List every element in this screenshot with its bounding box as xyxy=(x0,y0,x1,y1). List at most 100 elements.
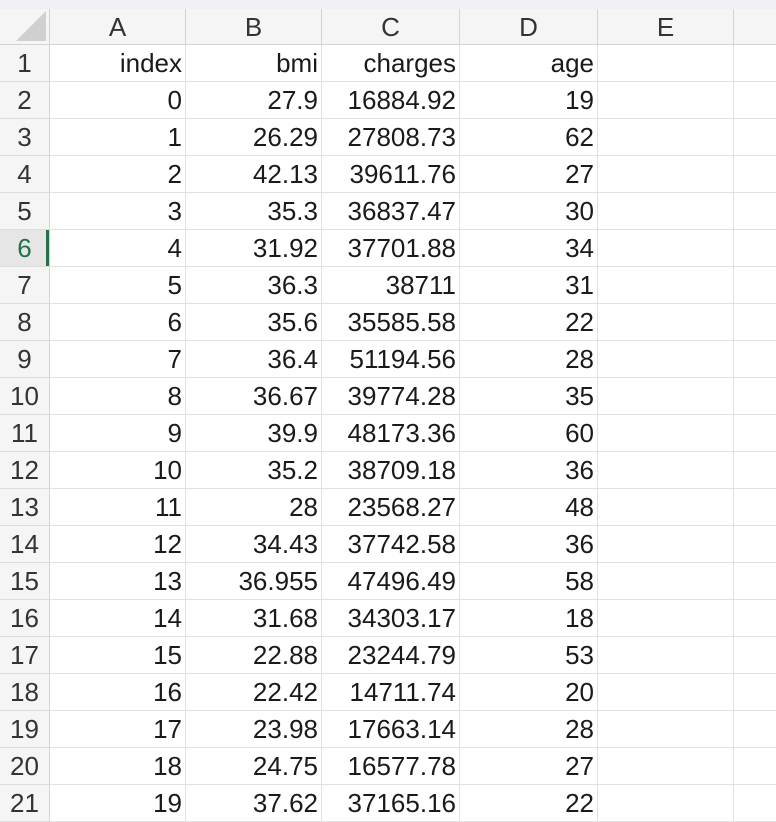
row-header[interactable]: 11 xyxy=(0,415,50,452)
cell-e14[interactable] xyxy=(598,526,734,563)
cell-a3[interactable]: 1 xyxy=(50,119,186,156)
cell-f19[interactable] xyxy=(734,711,776,748)
cell-b20[interactable]: 24.75 xyxy=(186,748,322,785)
cell-e9[interactable] xyxy=(598,341,734,378)
cell-d19[interactable]: 28 xyxy=(460,711,598,748)
cell-e4[interactable] xyxy=(598,156,734,193)
cell-f10[interactable] xyxy=(734,378,776,415)
cell-b15[interactable]: 36.955 xyxy=(186,563,322,600)
cell-a12[interactable]: 10 xyxy=(50,452,186,489)
cell-a2[interactable]: 0 xyxy=(50,82,186,119)
cell-f17[interactable] xyxy=(734,637,776,674)
cell-b14[interactable]: 34.43 xyxy=(186,526,322,563)
cell-c20[interactable]: 16577.78 xyxy=(322,748,460,785)
row-header[interactable]: 17 xyxy=(0,637,50,674)
cell-b13[interactable]: 28 xyxy=(186,489,322,526)
cell-e15[interactable] xyxy=(598,563,734,600)
row-header[interactable]: 1 xyxy=(0,45,50,82)
cell-d1[interactable]: age xyxy=(460,45,598,82)
cell-d15[interactable]: 58 xyxy=(460,563,598,600)
cell-f3[interactable] xyxy=(734,119,776,156)
cell-e18[interactable] xyxy=(598,674,734,711)
cell-c14[interactable]: 37742.58 xyxy=(322,526,460,563)
cell-f6[interactable] xyxy=(734,230,776,267)
cell-c7[interactable]: 38711 xyxy=(322,267,460,304)
row-header[interactable]: 19 xyxy=(0,711,50,748)
select-all-corner[interactable] xyxy=(0,9,50,45)
row-header[interactable]: 7 xyxy=(0,267,50,304)
column-header-f[interactable] xyxy=(734,9,776,45)
cell-d3[interactable]: 62 xyxy=(460,119,598,156)
cell-c8[interactable]: 35585.58 xyxy=(322,304,460,341)
spreadsheet-grid[interactable]: A B C D E 1 index bmi charges age 2 0 27.9 16884… xyxy=(0,9,776,822)
row-header[interactable]: 9 xyxy=(0,341,50,378)
cell-b16[interactable]: 31.68 xyxy=(186,600,322,637)
cell-a8[interactable]: 6 xyxy=(50,304,186,341)
cell-b3[interactable]: 26.29 xyxy=(186,119,322,156)
cell-b19[interactable]: 23.98 xyxy=(186,711,322,748)
cell-a10[interactable]: 8 xyxy=(50,378,186,415)
cell-b6[interactable]: 31.92 xyxy=(186,230,322,267)
row-header[interactable]: 16 xyxy=(0,600,50,637)
cell-f21[interactable] xyxy=(734,785,776,822)
cell-e17[interactable] xyxy=(598,637,734,674)
row-header[interactable]: 4 xyxy=(0,156,50,193)
cell-e1[interactable] xyxy=(598,45,734,82)
row-header[interactable]: 2 xyxy=(0,82,50,119)
cell-b7[interactable]: 36.3 xyxy=(186,267,322,304)
cell-f4[interactable] xyxy=(734,156,776,193)
cell-d17[interactable]: 53 xyxy=(460,637,598,674)
column-header-d[interactable]: D xyxy=(460,9,598,45)
cell-c1[interactable]: charges xyxy=(322,45,460,82)
cell-e12[interactable] xyxy=(598,452,734,489)
cell-a6[interactable]: 4 xyxy=(50,230,186,267)
cell-d2[interactable]: 19 xyxy=(460,82,598,119)
cell-f8[interactable] xyxy=(734,304,776,341)
cell-d11[interactable]: 60 xyxy=(460,415,598,452)
cell-e8[interactable] xyxy=(598,304,734,341)
cell-c21[interactable]: 37165.16 xyxy=(322,785,460,822)
cell-f20[interactable] xyxy=(734,748,776,785)
cell-c4[interactable]: 39611.76 xyxy=(322,156,460,193)
row-header[interactable]: 15 xyxy=(0,563,50,600)
cell-e20[interactable] xyxy=(598,748,734,785)
row-header[interactable]: 8 xyxy=(0,304,50,341)
cell-b21[interactable]: 37.62 xyxy=(186,785,322,822)
cell-e21[interactable] xyxy=(598,785,734,822)
cell-c15[interactable]: 47496.49 xyxy=(322,563,460,600)
cell-c17[interactable]: 23244.79 xyxy=(322,637,460,674)
cell-d14[interactable]: 36 xyxy=(460,526,598,563)
cell-e7[interactable] xyxy=(598,267,734,304)
cell-c9[interactable]: 51194.56 xyxy=(322,341,460,378)
cell-b18[interactable]: 22.42 xyxy=(186,674,322,711)
cell-f16[interactable] xyxy=(734,600,776,637)
cell-c5[interactable]: 36837.47 xyxy=(322,193,460,230)
cell-c11[interactable]: 48173.36 xyxy=(322,415,460,452)
cell-c19[interactable]: 17663.14 xyxy=(322,711,460,748)
cell-f1[interactable] xyxy=(734,45,776,82)
cell-e2[interactable] xyxy=(598,82,734,119)
cell-d8[interactable]: 22 xyxy=(460,304,598,341)
cell-b11[interactable]: 39.9 xyxy=(186,415,322,452)
cell-b2[interactable]: 27.9 xyxy=(186,82,322,119)
cell-d10[interactable]: 35 xyxy=(460,378,598,415)
cell-e10[interactable] xyxy=(598,378,734,415)
cell-a11[interactable]: 9 xyxy=(50,415,186,452)
cell-c10[interactable]: 39774.28 xyxy=(322,378,460,415)
cell-a21[interactable]: 19 xyxy=(50,785,186,822)
cell-b1[interactable]: bmi xyxy=(186,45,322,82)
row-header[interactable]: 3 xyxy=(0,119,50,156)
cell-a5[interactable]: 3 xyxy=(50,193,186,230)
cell-d9[interactable]: 28 xyxy=(460,341,598,378)
row-header[interactable]: 20 xyxy=(0,748,50,785)
cell-f13[interactable] xyxy=(734,489,776,526)
cell-a17[interactable]: 15 xyxy=(50,637,186,674)
cell-b8[interactable]: 35.6 xyxy=(186,304,322,341)
cell-a20[interactable]: 18 xyxy=(50,748,186,785)
cell-b9[interactable]: 36.4 xyxy=(186,341,322,378)
column-header-c[interactable]: C xyxy=(322,9,460,45)
cell-a19[interactable]: 17 xyxy=(50,711,186,748)
cell-d16[interactable]: 18 xyxy=(460,600,598,637)
cell-f15[interactable] xyxy=(734,563,776,600)
cell-c6[interactable]: 37701.88 xyxy=(322,230,460,267)
